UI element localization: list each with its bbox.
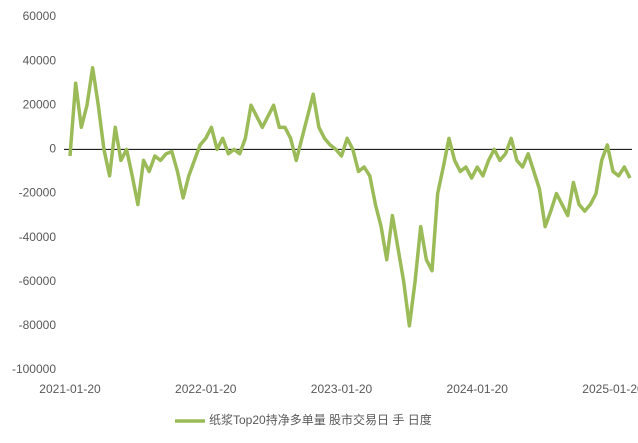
x-tick-label: 2021-01-20 <box>39 382 101 396</box>
legend-label: 纸浆Top20持净多单量 股市交易日 手 日度 <box>209 412 432 427</box>
series-line <box>68 65 632 328</box>
y-tick-label: -60000 <box>19 274 57 288</box>
y-tick-label: -40000 <box>19 230 57 244</box>
x-tick-label: 2023-01-20 <box>311 382 373 396</box>
y-tick-label: 20000 <box>23 97 57 111</box>
y-tick-label: 60000 <box>23 9 57 23</box>
x-tick-label: 2024-01-20 <box>447 382 509 396</box>
x-tick-label: 2022-01-20 <box>175 382 237 396</box>
y-tick-label: -20000 <box>19 186 57 200</box>
y-tick-label: 40000 <box>23 53 57 67</box>
y-tick-label: -100000 <box>12 362 56 376</box>
x-tick-label: 2025-01-20 <box>582 382 638 396</box>
y-tick-label: -80000 <box>19 318 57 332</box>
y-tick-label: 0 <box>49 142 56 156</box>
